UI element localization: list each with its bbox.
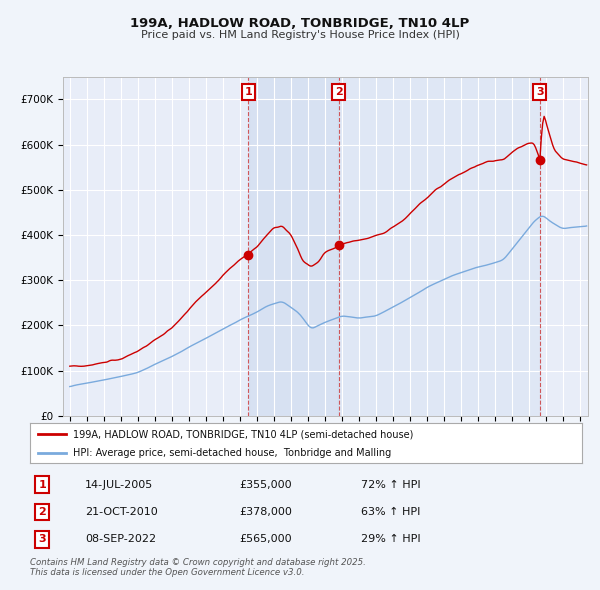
Text: £355,000: £355,000 xyxy=(240,480,292,490)
Text: Price paid vs. HM Land Registry's House Price Index (HPI): Price paid vs. HM Land Registry's House … xyxy=(140,31,460,40)
Text: 21-OCT-2010: 21-OCT-2010 xyxy=(85,507,158,517)
Text: 14-JUL-2005: 14-JUL-2005 xyxy=(85,480,154,490)
Text: HPI: Average price, semi-detached house,  Tonbridge and Malling: HPI: Average price, semi-detached house,… xyxy=(73,448,391,458)
Text: 72% ↑ HPI: 72% ↑ HPI xyxy=(361,480,421,490)
Text: 08-SEP-2022: 08-SEP-2022 xyxy=(85,535,157,545)
Text: 1: 1 xyxy=(244,87,252,97)
Text: 29% ↑ HPI: 29% ↑ HPI xyxy=(361,535,421,545)
Text: £378,000: £378,000 xyxy=(240,507,293,517)
Text: 63% ↑ HPI: 63% ↑ HPI xyxy=(361,507,421,517)
Text: 2: 2 xyxy=(38,507,46,517)
Bar xyxy=(249,77,338,416)
Text: £565,000: £565,000 xyxy=(240,535,292,545)
Text: 199A, HADLOW ROAD, TONBRIDGE, TN10 4LP: 199A, HADLOW ROAD, TONBRIDGE, TN10 4LP xyxy=(130,17,470,30)
Text: Contains HM Land Registry data © Crown copyright and database right 2025.
This d: Contains HM Land Registry data © Crown c… xyxy=(30,558,366,577)
Text: 2: 2 xyxy=(335,87,343,97)
Text: 3: 3 xyxy=(536,87,544,97)
Bar xyxy=(338,77,540,416)
Text: 3: 3 xyxy=(38,535,46,545)
Text: 199A, HADLOW ROAD, TONBRIDGE, TN10 4LP (semi-detached house): 199A, HADLOW ROAD, TONBRIDGE, TN10 4LP (… xyxy=(73,430,413,440)
Text: 1: 1 xyxy=(38,480,46,490)
